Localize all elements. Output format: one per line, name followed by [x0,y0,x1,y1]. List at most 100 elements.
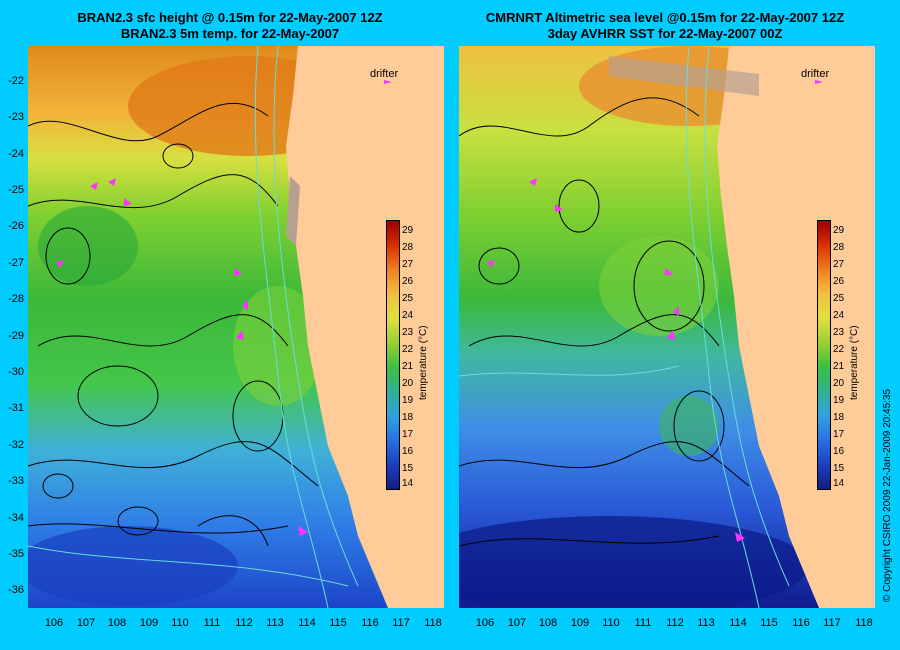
lon-label: 112 [235,617,253,629]
lat-label: -28 [8,293,24,305]
lon-label: 113 [697,617,715,629]
lon-label: 113 [266,617,284,629]
lat-label: -35 [8,548,24,560]
cbar-tick: 20 [833,378,845,389]
lon-label: 114 [298,617,316,629]
lat-label: -30 [8,366,24,378]
lon-label: 115 [329,617,347,629]
lat-label: -29 [8,330,24,342]
warm-eddy [233,286,323,406]
warm-eddy [659,396,719,456]
lon-label: 110 [171,617,189,629]
cloud-masked-area [609,56,759,96]
drifter-arrow [236,330,244,340]
cbar-tick: 26 [833,276,845,287]
right-map-panel: drifter [459,46,875,608]
cbar-tick: 14 [833,478,845,489]
sea-level-contours [28,102,319,547]
left-title-line1: BRAN2.3 sfc height @ 0.15m for 22-May-20… [77,10,383,25]
cbar-tick: 29 [402,225,414,236]
drifter-legend-arrow [384,80,392,84]
drifter-arrow [529,178,537,186]
drifter-arrow [735,532,745,542]
cbar-tick: 17 [833,429,845,440]
lon-label: 115 [760,617,778,629]
lon-label: 114 [729,617,747,629]
cbar-tick: 19 [833,395,845,406]
drifter-legend-arrow [815,80,823,84]
colorbar-gradient [387,221,399,489]
lon-label: 110 [602,617,620,629]
cbar-tick: 18 [833,412,845,423]
lon-label: 108 [538,617,558,629]
lon-label: 106 [475,617,495,629]
bathymetry-lines [28,46,359,608]
cbar-tick: 23 [833,327,845,338]
copyright-notice: © Copyright CSIRO 2009 22-Jan-2009 20:45… [882,388,893,602]
colorbar-gradient [818,221,830,489]
land-mass [717,46,875,608]
cbar-tick: 28 [402,242,414,253]
lon-label: 117 [823,617,841,629]
lat-label: -23 [8,111,24,123]
drifter-arrow [673,306,679,316]
lon-label: 111 [203,617,221,629]
cbar-tick: 20 [402,378,414,389]
lat-label: -22 [8,75,24,87]
lon-label: 117 [392,617,410,629]
drifter-arrow [555,204,563,212]
cbar-tick: 15 [833,463,845,474]
cbar-tick: 26 [402,276,414,287]
cbar-tick: 21 [833,361,845,372]
left-map-panel: drifter [28,46,444,608]
right-title-line2: 3day AVHRR SST for 22-May-2007 00Z [547,26,783,41]
lat-label: -25 [8,184,24,196]
cbar-tick: 19 [402,395,414,406]
left-sst-map [28,46,444,608]
drifter-arrow [667,330,675,340]
cbar-tick: 21 [402,361,414,372]
cool-eddy [38,206,138,286]
right-sst-map [459,46,875,608]
left-colorbar-title: temperature (°C) [418,325,429,400]
cbar-tick: 22 [402,344,414,355]
left-colorbar [386,220,400,490]
cbar-tick: 14 [402,478,414,489]
cbar-tick: 24 [402,310,414,321]
lat-label: -24 [8,148,24,160]
lon-label: 116 [361,617,379,629]
lat-label: -33 [8,475,24,487]
lat-label: -36 [8,584,24,596]
drifter-legend-label: drifter [801,68,830,80]
sea-level-contours [459,97,750,547]
drifter-arrow [234,268,242,276]
drifter-legend-label: drifter [370,68,399,80]
cbar-tick: 25 [833,293,845,304]
cbar-tick: 15 [402,463,414,474]
right-panel-title: CMRNRT Altimetric sea level @0.15m for 2… [455,10,875,42]
cbar-tick: 27 [402,259,414,270]
cbar-tick: 27 [833,259,845,270]
cbar-tick: 24 [833,310,845,321]
lon-label: 112 [666,617,684,629]
cbar-tick: 22 [833,344,845,355]
lon-label: 108 [107,617,127,629]
lon-label: 107 [507,617,527,629]
warm-eddy [599,236,719,336]
left-title-line2: BRAN2.3 5m temp. for 22-May-2007 [120,26,340,41]
lon-label: 116 [792,617,810,629]
drifter-arrow [487,260,495,268]
right-colorbar-title: temperature (°C) [849,325,860,400]
land-mass [286,46,444,608]
drifter-arrow [108,178,116,186]
drifter-arrow [124,198,132,206]
lat-label: -27 [8,257,24,269]
lon-label: 107 [76,617,96,629]
drifter-tracks [487,80,823,542]
bathymetry-lines [459,46,790,608]
lon-label: 109 [570,617,590,629]
cbar-tick: 28 [833,242,845,253]
cold-water-region [28,526,238,606]
cbar-tick: 23 [402,327,414,338]
cbar-tick: 29 [833,225,845,236]
